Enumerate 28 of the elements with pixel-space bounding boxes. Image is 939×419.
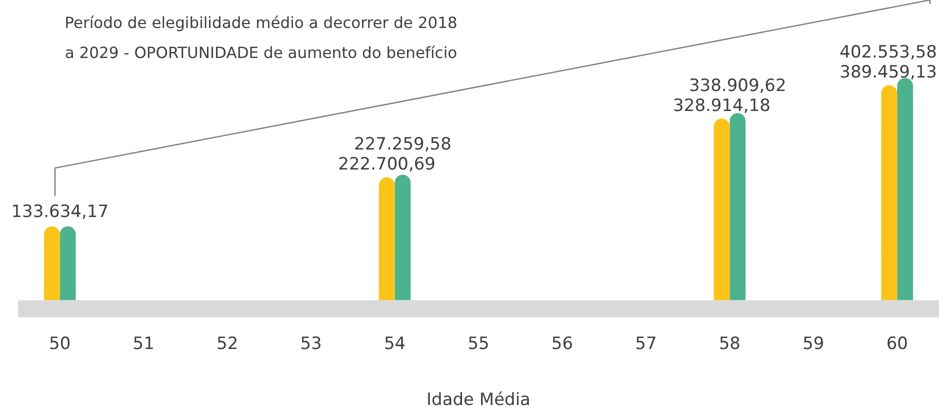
data-label: 133.634,17 <box>11 202 109 222</box>
bar <box>44 226 60 300</box>
x-tick-label: 58 <box>718 334 740 354</box>
x-tick-label: 60 <box>886 334 908 354</box>
x-tick-label: 53 <box>300 334 322 354</box>
data-label: 402.553,58 <box>840 42 938 63</box>
bar <box>730 113 746 300</box>
data-label: 227.259,58 <box>354 134 452 155</box>
bar <box>394 174 411 300</box>
x-tick-label: 52 <box>216 334 238 354</box>
bar <box>897 78 914 300</box>
bar <box>60 226 76 300</box>
data-label: 222.700,69 <box>338 154 436 175</box>
x-tick-label: 51 <box>132 334 154 354</box>
x-tick-label: 50 <box>49 334 71 354</box>
x-tick-label: 55 <box>468 334 490 354</box>
x-tick-label: 56 <box>551 334 574 354</box>
x-tick-label: 54 <box>384 334 406 354</box>
bar <box>714 118 730 300</box>
x-axis-title: Idade Média <box>426 390 530 410</box>
data-label: 328.914,18 <box>673 96 770 116</box>
x-tick-label: 57 <box>635 334 657 354</box>
data-label: 338.909,62 <box>688 76 786 96</box>
data-label: 389.459,13 <box>840 62 938 83</box>
chart-title: Período de elegibilidade médio a decorrer de 2018 a 2029 - OPORTUNIDADE de aumento do benefício <box>64 13 458 64</box>
bar <box>881 85 898 300</box>
x-tick-label: 59 <box>802 334 824 354</box>
bar <box>378 177 395 300</box>
